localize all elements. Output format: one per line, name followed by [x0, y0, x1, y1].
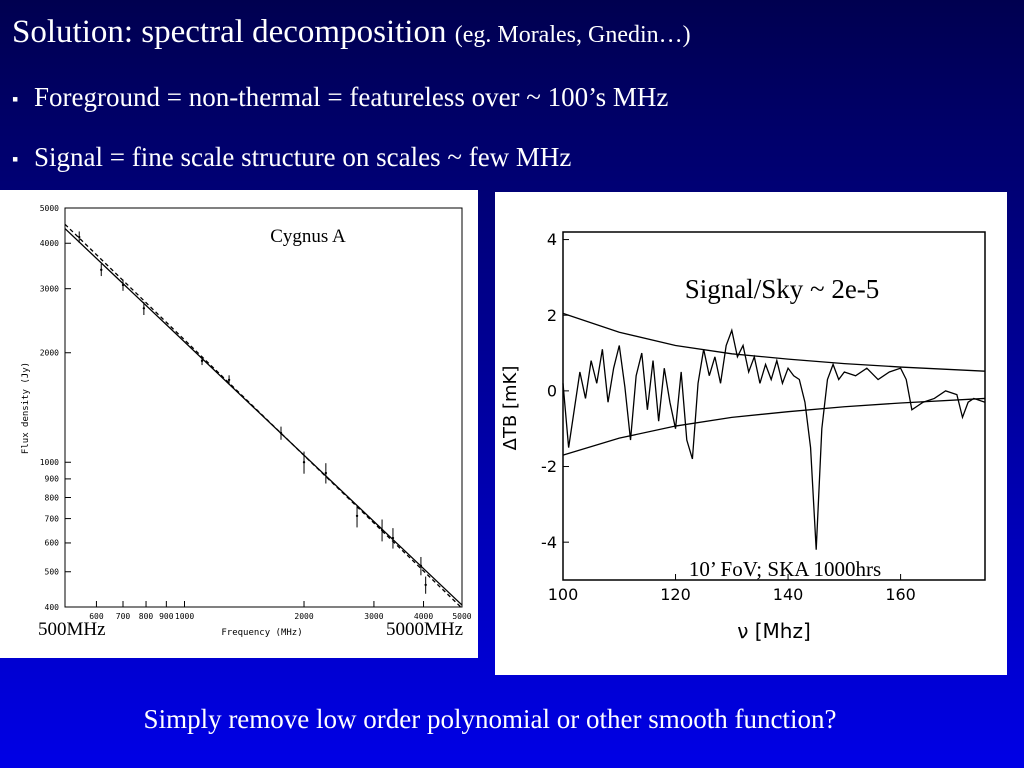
- line: [562, 397, 986, 456]
- point: [227, 378, 231, 382]
- line: [562, 328, 986, 550]
- annotation: Signal/Sky ~ 2e-5: [685, 274, 880, 304]
- y-tick-label: 4: [547, 230, 557, 249]
- y-tick-label: 4000: [40, 239, 59, 248]
- slide-title: Solution: spectral decomposition (eg. Mo…: [12, 14, 691, 50]
- bullet: Foreground = non-thermal = featureless o…: [34, 82, 668, 112]
- point: [302, 461, 306, 464]
- y-tick-label: -4: [541, 533, 557, 552]
- axis-end-label: 500MHz: [38, 619, 106, 640]
- x-tick-label: 120: [660, 585, 691, 604]
- y-tick-label: 2: [547, 306, 557, 325]
- y-tick-label: 700: [45, 514, 60, 523]
- bullet: Signal = fine scale structure on scales …: [34, 142, 571, 172]
- y-tick-label: 800: [45, 493, 60, 502]
- x-tick-label: 160: [885, 585, 916, 604]
- point: [279, 431, 283, 435]
- annotation: Cygnus A: [270, 226, 346, 247]
- y-tick-label: 900: [45, 475, 60, 484]
- x-tick-label: 4000: [414, 612, 433, 621]
- point: [419, 564, 423, 568]
- panel: [495, 192, 1007, 675]
- title-note: (eg. Morales, Gnedin…): [455, 22, 691, 48]
- line: [562, 312, 986, 372]
- panel: [0, 190, 478, 658]
- y-tick-label: -2: [541, 457, 557, 476]
- y-tick-label: 3000: [40, 284, 59, 293]
- y-axis-label: Flux density (Jy): [21, 362, 31, 454]
- x-axis-label: ν [Mhz]: [737, 619, 811, 643]
- footer: Simply remove low order polynomial or ot…: [144, 704, 837, 734]
- bullet-icon: ▪: [12, 149, 18, 169]
- plot-frame: [562, 231, 986, 581]
- annotation: 10’ FoV; SKA 1000hrs: [689, 557, 881, 581]
- x-tick-label: 700: [116, 612, 131, 621]
- y-tick-label: 1000: [40, 458, 59, 467]
- point: [424, 583, 427, 587]
- y-tick-label: 5000: [40, 204, 59, 213]
- point: [142, 307, 146, 310]
- x-axis-label: Frequency (MHz): [221, 628, 302, 638]
- y-tick-label: 2000: [40, 349, 59, 358]
- axis-end-label: 5000MHz: [386, 619, 463, 640]
- y-axis-label: ΔTB [mK]: [500, 366, 521, 451]
- point: [324, 471, 328, 475]
- x-tick-label: 100: [548, 585, 579, 604]
- point: [121, 283, 125, 287]
- title-main: Solution: spectral decomposition: [12, 14, 446, 50]
- line: [64, 223, 463, 609]
- x-tick-label: 140: [773, 585, 804, 604]
- plot-frame: [64, 207, 463, 608]
- x-tick-label: 3000: [364, 612, 383, 621]
- point: [391, 536, 395, 540]
- x-tick-label: 900: [159, 612, 174, 621]
- y-tick-label: 500: [45, 568, 60, 577]
- x-tick-label: 1000: [175, 612, 194, 621]
- point: [100, 268, 103, 272]
- point: [380, 528, 384, 532]
- point: [355, 514, 359, 518]
- y-tick-label: 600: [45, 539, 60, 548]
- x-tick-label: 2000: [294, 612, 313, 621]
- point: [78, 235, 81, 239]
- y-tick-label: 400: [45, 603, 60, 612]
- x-tick-label: 800: [139, 612, 154, 621]
- y-tick-label: 0: [547, 381, 557, 400]
- bullet-icon: ▪: [12, 89, 18, 109]
- x-tick-label: 5000: [452, 612, 471, 621]
- x-tick-label: 600: [89, 612, 104, 621]
- point: [200, 359, 204, 363]
